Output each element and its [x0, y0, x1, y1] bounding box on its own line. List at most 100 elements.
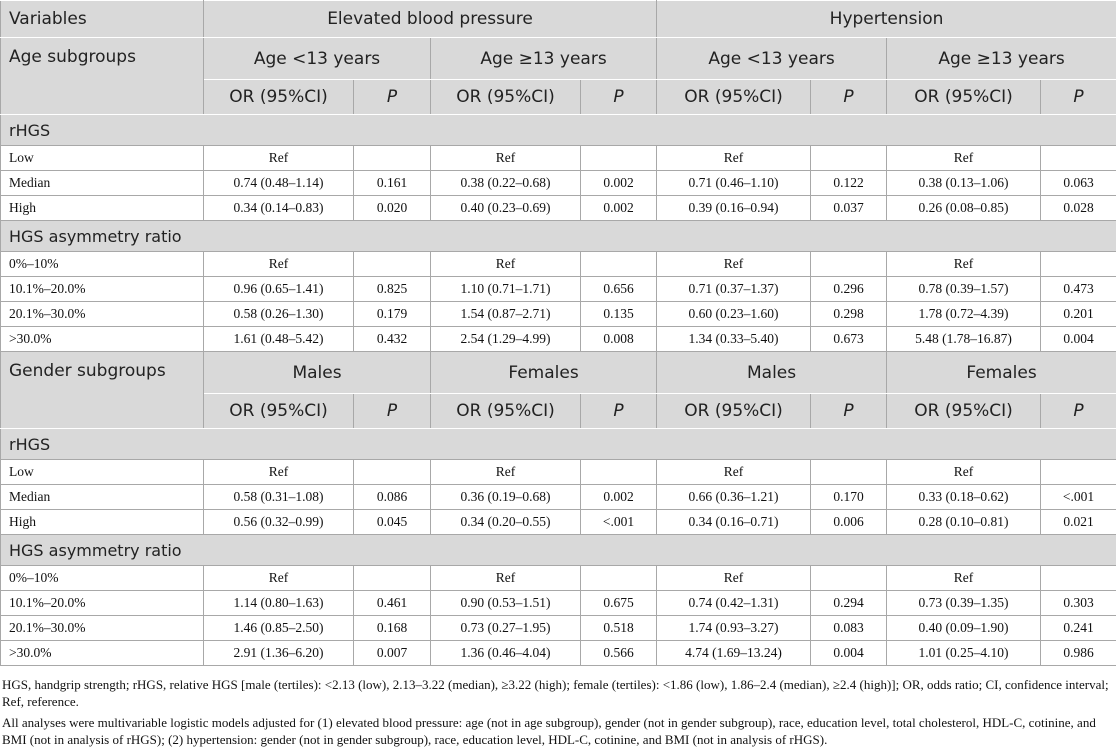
data-row: Median 0.58 (0.31–1.08) 0.086 0.36 (0.19–0.…: [0, 484, 1116, 510]
p-value: 0.002: [579, 170, 658, 196]
p-value: 0.294: [810, 590, 888, 616]
odds-ratio: Ref: [203, 459, 354, 485]
p-value: 0.241: [1040, 615, 1116, 641]
p-header: P: [579, 79, 658, 115]
p-value: [579, 459, 658, 485]
or-header: OR (95%CI): [656, 393, 812, 429]
p-value: 0.021: [1040, 509, 1116, 535]
data-row: Low Ref Ref Ref Ref: [0, 459, 1116, 485]
odds-ratio: Ref: [886, 459, 1042, 485]
odds-ratio: Ref: [203, 565, 354, 591]
odds-ratio: Ref: [886, 145, 1042, 171]
row-label: 0%–10%: [0, 251, 204, 277]
odds-ratio: 0.33 (0.18–0.62): [886, 484, 1042, 510]
p-value: 0.473: [1040, 276, 1116, 302]
block-title: rHGS: [0, 428, 1116, 460]
group-header: Females: [886, 351, 1116, 394]
odds-ratio: 0.36 (0.19–0.68): [430, 484, 581, 510]
group-header: Males: [656, 351, 888, 394]
odds-ratio: 2.54 (1.29–4.99): [430, 326, 581, 352]
p-value: 0.566: [579, 640, 658, 666]
row-label: >30.0%: [0, 640, 204, 666]
row-label: 0%–10%: [0, 565, 204, 591]
p-value: [810, 459, 888, 485]
p-value: 0.135: [579, 301, 658, 327]
header-row: Variables Elevated blood pressure Hyperten…: [0, 0, 1116, 38]
odds-ratio: 1.36 (0.46–4.04): [430, 640, 581, 666]
p-value: <.001: [579, 509, 658, 535]
row-label: Median: [0, 484, 204, 510]
odds-ratio: 0.28 (0.10–0.81): [886, 509, 1042, 535]
block-title-row: rHGS: [0, 428, 1116, 460]
odds-ratio: Ref: [430, 251, 581, 277]
odds-ratio: 1.78 (0.72–4.39): [886, 301, 1042, 327]
p-value: 0.825: [353, 276, 431, 302]
group-header: Males: [203, 351, 431, 394]
p-value: 0.002: [579, 195, 658, 221]
data-row: Low Ref Ref Ref Ref: [0, 145, 1116, 171]
or-header: OR (95%CI): [886, 79, 1042, 115]
p-value: <.001: [1040, 484, 1116, 510]
group-header: Age ≥13 years: [429, 37, 658, 80]
header-cell: Elevated blood pressure: [202, 0, 658, 38]
data-row: 20.1%–30.0% 1.46 (0.85–2.50) 0.168 0.73 (0.…: [0, 615, 1116, 641]
p-value: [353, 565, 431, 591]
p-value: [810, 145, 888, 171]
data-row: 10.1%–20.0% 0.96 (0.65–1.41) 0.825 1.10 (0.…: [0, 276, 1116, 302]
header-cell: Hypertension: [656, 0, 1116, 38]
odds-ratio: 1.01 (0.25–4.10): [886, 640, 1042, 666]
footnote: HGS, handgrip strength; rHGS, relative H…: [2, 677, 1109, 709]
footnotes: HGS, handgrip strength; rHGS, relative H…: [0, 666, 1116, 748]
odds-ratio: 1.10 (0.71–1.71): [430, 276, 581, 302]
data-row: 0%–10% Ref Ref Ref Ref: [0, 251, 1116, 277]
or-header: OR (95%CI): [203, 393, 354, 429]
odds-ratio: 1.74 (0.93–3.27): [656, 615, 812, 641]
p-value: 0.656: [579, 276, 658, 302]
odds-ratio: 0.39 (0.16–0.94): [656, 195, 812, 221]
p-value: [1040, 251, 1116, 277]
p-value: 0.063: [1040, 170, 1116, 196]
or-header: OR (95%CI): [430, 393, 581, 429]
p-value: 0.303: [1040, 590, 1116, 616]
odds-ratio: 0.40 (0.23–0.69): [430, 195, 581, 221]
p-value: 0.020: [353, 195, 431, 221]
odds-ratio: 1.54 (0.87–2.71): [430, 301, 581, 327]
odds-ratio: 0.74 (0.42–1.31): [656, 590, 812, 616]
row-label: 20.1%–30.0%: [0, 615, 204, 641]
odds-ratio: Ref: [203, 145, 354, 171]
p-value: 0.296: [810, 276, 888, 302]
results-table: Variables Elevated blood pressure Hyperten…: [0, 0, 1116, 666]
p-value: [579, 145, 658, 171]
odds-ratio: Ref: [656, 251, 812, 277]
odds-ratio: 0.90 (0.53–1.51): [430, 590, 581, 616]
group-header: Age <13 years: [203, 37, 431, 80]
p-value: 0.986: [1040, 640, 1116, 666]
p-value: 0.161: [353, 170, 431, 196]
odds-ratio: 5.48 (1.78–16.87): [886, 326, 1042, 352]
odds-ratio: 1.61 (0.48–5.42): [203, 326, 354, 352]
odds-ratio: Ref: [886, 565, 1042, 591]
data-row: High 0.56 (0.32–0.99) 0.045 0.34 (0.20–0.55…: [0, 509, 1116, 535]
p-value: 0.004: [810, 640, 888, 666]
odds-ratio: 0.26 (0.08–0.85): [886, 195, 1042, 221]
p-value: 0.083: [810, 615, 888, 641]
odds-ratio: 0.71 (0.37–1.37): [656, 276, 812, 302]
odds-ratio: 0.38 (0.22–0.68): [430, 170, 581, 196]
group-header: Age <13 years: [656, 37, 888, 80]
p-value: 0.201: [1040, 301, 1116, 327]
data-row: >30.0% 2.91 (1.36–6.20) 0.007 1.36 (0.46–4.…: [0, 640, 1116, 666]
block-title-row: HGS asymmetry ratio: [0, 534, 1116, 566]
p-value: 0.002: [579, 484, 658, 510]
p-value: 0.675: [579, 590, 658, 616]
p-value: [1040, 565, 1116, 591]
or-header: OR (95%CI): [886, 393, 1042, 429]
p-header: P: [810, 393, 888, 429]
odds-ratio: 0.73 (0.39–1.35): [886, 590, 1042, 616]
p-value: [353, 145, 431, 171]
row-label: Low: [0, 459, 204, 485]
odds-ratio: 0.34 (0.16–0.71): [656, 509, 812, 535]
p-value: 0.086: [353, 484, 431, 510]
odds-ratio: 1.14 (0.80–1.63): [203, 590, 354, 616]
odds-ratio: 0.56 (0.32–0.99): [203, 509, 354, 535]
p-value: 0.673: [810, 326, 888, 352]
